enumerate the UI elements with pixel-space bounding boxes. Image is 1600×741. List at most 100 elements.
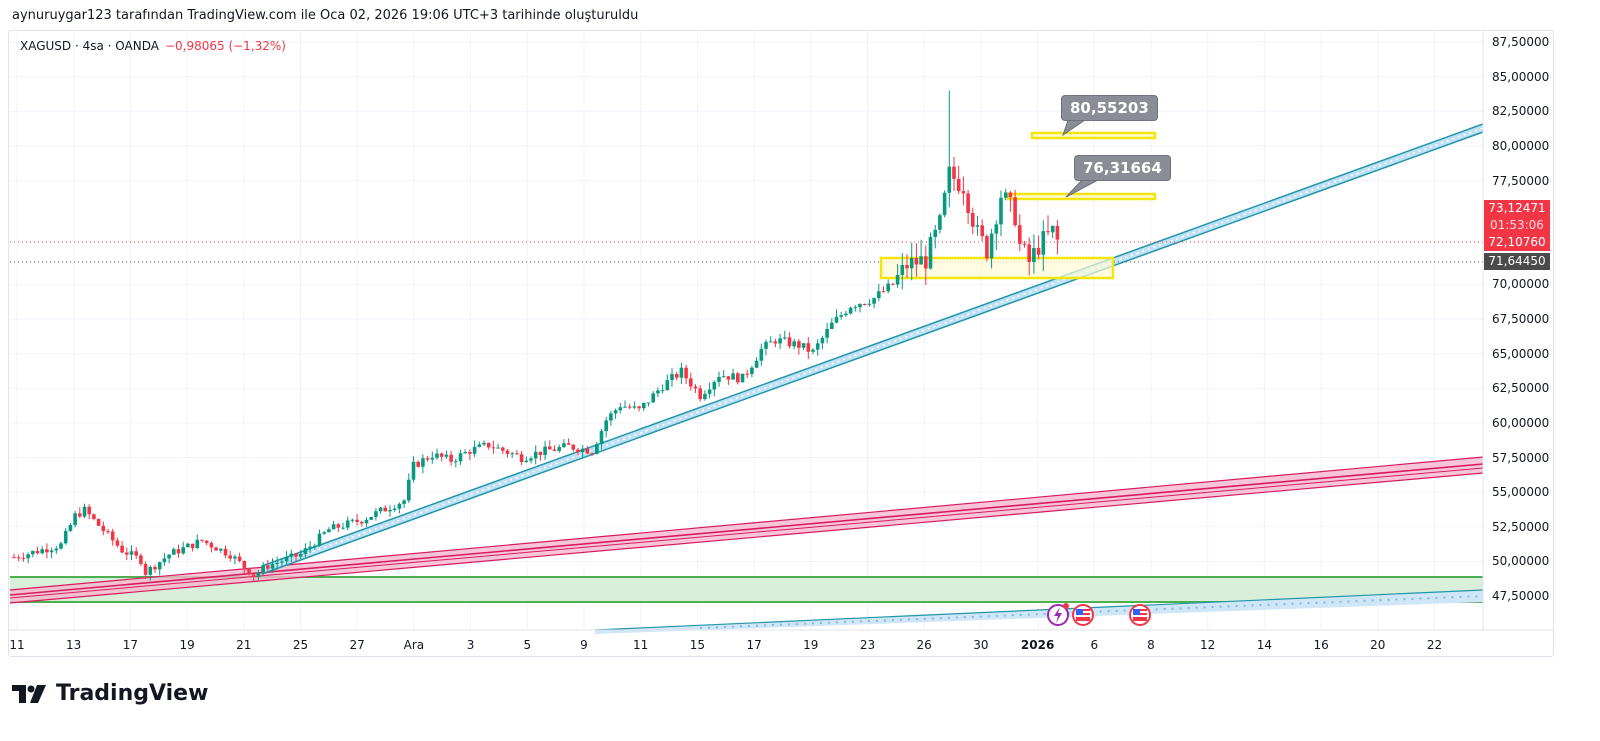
candle-up	[284, 556, 289, 562]
candle-up	[322, 532, 326, 534]
candle-up	[632, 406, 637, 408]
tradingview-logo[interactable]: TradingView	[12, 681, 208, 706]
candle-down	[627, 406, 632, 408]
candle-up	[712, 382, 717, 390]
candle-down	[538, 451, 543, 455]
pink-channel-mid	[9, 463, 1484, 596]
price-tick-label: 67,50000	[1492, 312, 1550, 326]
candle-up	[68, 524, 73, 531]
candle-down	[956, 178, 961, 192]
candle-down	[773, 341, 778, 344]
candle-up	[172, 549, 176, 555]
candle-down	[92, 514, 96, 519]
candle-up	[402, 500, 406, 504]
candle-up	[754, 360, 759, 368]
candle-up	[543, 446, 547, 455]
us-flag-event-icon[interactable]	[1072, 604, 1094, 626]
candle-down	[1013, 197, 1017, 226]
time-tick-label: 30	[973, 638, 989, 652]
candle-down	[266, 565, 270, 569]
candles	[12, 90, 1060, 581]
candle-down	[383, 507, 388, 512]
candle-up	[303, 548, 308, 554]
candle-down	[980, 225, 984, 237]
candle-up	[792, 341, 796, 347]
candle-up	[938, 215, 942, 230]
candle-up	[975, 225, 980, 227]
candle-up	[162, 558, 167, 563]
candle-up	[604, 420, 608, 432]
time-tick-label: 12	[1200, 638, 1216, 652]
time-tick-label: 11	[633, 638, 649, 652]
candle-up	[181, 547, 185, 554]
price-tick-label: 70,00000	[1492, 277, 1550, 292]
symbol-legend[interactable]: XAGUSD · 4sa · OANDA −0,98065 (−1,32%)	[20, 39, 286, 53]
price-tick-label: 80,00000	[1492, 138, 1550, 153]
candle-down	[971, 212, 975, 227]
price-tick-label: 55,00000	[1492, 485, 1550, 500]
candle-down	[78, 513, 82, 517]
candle-down	[439, 453, 444, 457]
candle-down	[966, 193, 970, 213]
time-tick-label: 17	[746, 638, 762, 652]
candle-up	[313, 545, 317, 547]
candle-up	[740, 373, 745, 383]
candle-up	[642, 402, 646, 409]
grid	[10, 31, 1483, 630]
candle-up	[378, 507, 383, 512]
candle-up	[721, 376, 726, 378]
candle-up	[407, 479, 411, 501]
candle-up	[327, 529, 331, 533]
candle-up	[496, 447, 500, 449]
candle-down	[360, 521, 364, 524]
us-flag-event-icon[interactable]	[1129, 604, 1151, 626]
candle-up	[947, 166, 952, 193]
candle-up	[1041, 231, 1046, 255]
candle-down	[87, 506, 91, 515]
candle-up	[562, 443, 566, 448]
candle-up	[623, 406, 627, 408]
candle-up	[59, 543, 63, 549]
candle-up	[877, 291, 881, 299]
candle-down	[787, 337, 792, 347]
time-tick-label: 17	[122, 638, 139, 652]
candle-up	[848, 307, 853, 314]
candle-up	[26, 554, 30, 559]
candle-down	[745, 373, 749, 375]
candle-up	[815, 343, 820, 350]
event-lightning-icon[interactable]	[1047, 603, 1069, 626]
candle-down	[1046, 231, 1050, 233]
candle-up	[482, 442, 486, 445]
candle-up	[374, 511, 378, 517]
candle-down	[204, 540, 209, 544]
candle-down	[806, 343, 811, 352]
time-tick-label: 22	[1426, 638, 1443, 652]
time-tick-label: 27	[349, 638, 365, 652]
candle-down	[905, 265, 909, 269]
candle-up	[811, 349, 815, 352]
candle-up	[148, 566, 153, 575]
candle-up	[580, 448, 585, 453]
time-tick-label: 19	[803, 638, 819, 652]
candle-up	[1032, 247, 1036, 262]
price-tick-label: 47,50000	[1492, 589, 1550, 603]
candle-down	[120, 545, 124, 553]
candle-down	[96, 518, 101, 526]
callout-76[interactable]: 76,31664	[1074, 155, 1171, 181]
candle-up	[599, 431, 604, 444]
candle-down	[881, 291, 886, 293]
candle-down	[1027, 244, 1031, 262]
candle-up	[989, 233, 994, 259]
candle-down	[110, 531, 115, 541]
candle-down	[153, 566, 157, 570]
red-line-price: 72,10760	[1488, 235, 1546, 249]
time-tick-label: 6	[1090, 638, 1099, 652]
callout-80[interactable]: 80,55203	[1061, 95, 1158, 121]
symbol-info: XAGUSD · 4sa · OANDA	[20, 39, 159, 53]
price-tick-label: 87,50000	[1492, 35, 1550, 49]
candle-up	[872, 298, 876, 304]
candle-up	[317, 533, 322, 546]
candle-down	[552, 449, 557, 451]
candle-up	[411, 461, 416, 480]
